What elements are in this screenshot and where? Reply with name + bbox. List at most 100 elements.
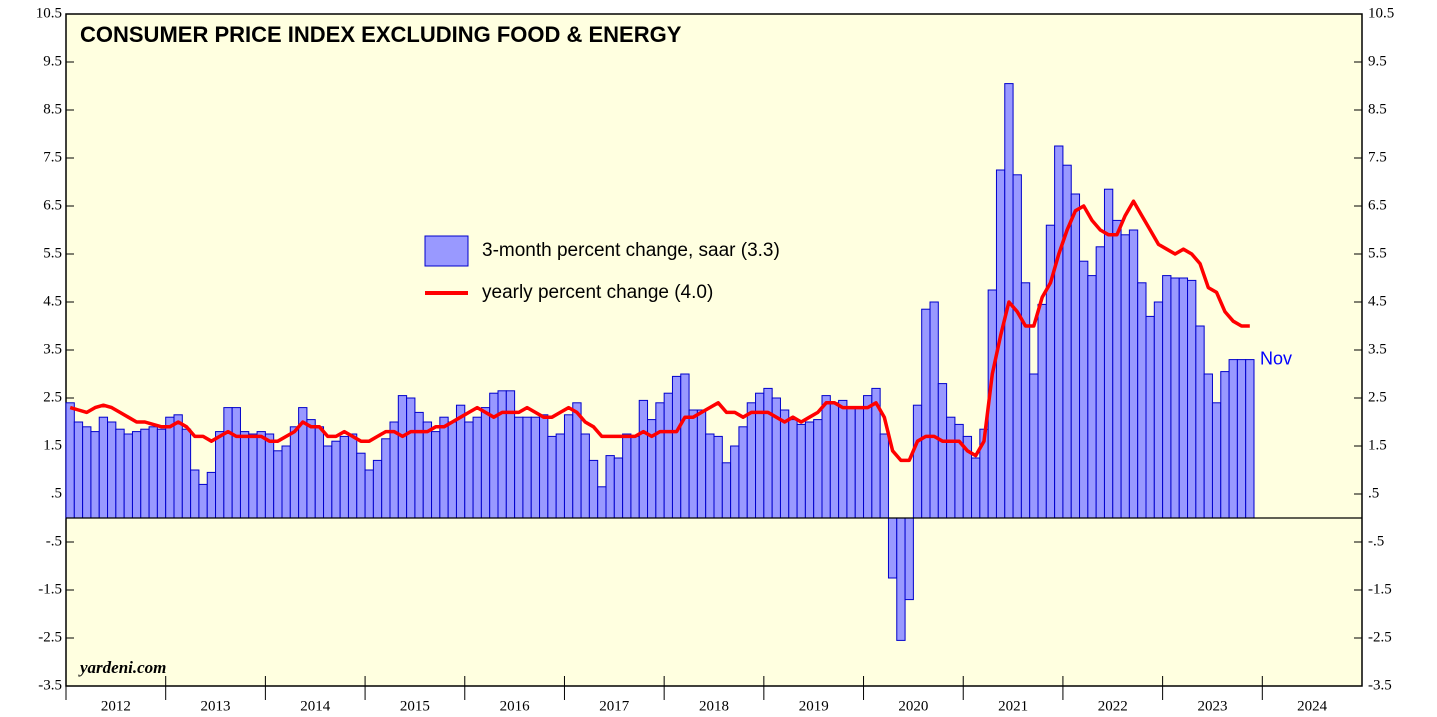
bar bbox=[746, 402, 757, 519]
y-tick-label: 9.5 bbox=[43, 53, 62, 69]
bar bbox=[339, 435, 349, 519]
bar bbox=[165, 416, 175, 519]
bar bbox=[572, 402, 582, 519]
y-tick-label: 4.5 bbox=[1368, 293, 1387, 309]
bar bbox=[1054, 145, 1064, 519]
bar bbox=[173, 414, 183, 519]
bar bbox=[397, 395, 408, 519]
bar bbox=[971, 457, 981, 519]
bar bbox=[231, 407, 241, 519]
bar bbox=[273, 450, 283, 519]
bar bbox=[788, 419, 798, 519]
bar bbox=[1162, 275, 1172, 519]
x-tick-label: 2023 bbox=[1197, 698, 1227, 714]
bar bbox=[1070, 193, 1081, 519]
bar bbox=[1037, 303, 1047, 519]
bar bbox=[198, 483, 208, 519]
bar bbox=[115, 428, 125, 519]
bar bbox=[480, 407, 491, 519]
y-tick-label: 3.5 bbox=[1368, 341, 1387, 357]
bar bbox=[372, 459, 383, 519]
bar bbox=[613, 457, 624, 519]
bar bbox=[522, 416, 532, 519]
bar bbox=[123, 433, 133, 519]
bar bbox=[239, 431, 250, 519]
y-tick-label: .5 bbox=[51, 485, 62, 501]
bar bbox=[555, 433, 565, 519]
bar bbox=[464, 421, 474, 519]
bar bbox=[256, 431, 266, 519]
y-tick-label: 8.5 bbox=[43, 101, 62, 117]
bar bbox=[1087, 275, 1097, 519]
bar bbox=[107, 421, 117, 519]
bar bbox=[1211, 402, 1222, 519]
y-tick-label: 7.5 bbox=[1368, 149, 1387, 165]
y-tick-label: 2.5 bbox=[43, 389, 62, 405]
bar bbox=[1203, 373, 1213, 519]
legend-swatch bbox=[424, 235, 469, 267]
y-tick-label: 1.5 bbox=[1368, 437, 1387, 453]
bar bbox=[514, 416, 524, 519]
bar bbox=[140, 428, 150, 519]
x-tick-label: 2013 bbox=[201, 698, 231, 714]
bar bbox=[588, 459, 599, 519]
line bbox=[69, 199, 1250, 463]
bar bbox=[929, 301, 939, 519]
bar bbox=[505, 390, 516, 519]
bar bbox=[713, 435, 723, 519]
bar bbox=[838, 399, 848, 519]
bar bbox=[414, 411, 424, 519]
bar bbox=[763, 387, 773, 519]
x-tick-label: 2016 bbox=[500, 698, 531, 714]
bar bbox=[1137, 282, 1147, 519]
bar bbox=[281, 445, 291, 519]
bar bbox=[705, 433, 715, 519]
bar bbox=[406, 397, 416, 519]
source: yardeni.com bbox=[78, 658, 166, 677]
bar bbox=[90, 431, 100, 519]
bar bbox=[131, 431, 142, 519]
bar bbox=[921, 308, 931, 519]
x-tick-label: 2017 bbox=[599, 698, 630, 714]
bar bbox=[1220, 371, 1230, 519]
bar bbox=[1112, 219, 1122, 519]
bar bbox=[347, 433, 358, 519]
bar bbox=[721, 462, 732, 519]
y-tick-label: 6.5 bbox=[43, 197, 62, 213]
bar bbox=[597, 486, 607, 519]
x-tick-label: 2024 bbox=[1297, 698, 1328, 714]
bar bbox=[1095, 246, 1105, 519]
y-tick-label: 9.5 bbox=[1368, 53, 1387, 69]
bar bbox=[314, 426, 325, 519]
y-tick-label: 10.5 bbox=[1368, 5, 1394, 21]
y-tick-label: 6.5 bbox=[1368, 197, 1387, 213]
bar bbox=[829, 402, 840, 519]
bar bbox=[364, 469, 374, 519]
y-tick-label: 5.5 bbox=[1368, 245, 1387, 261]
bar bbox=[904, 517, 914, 601]
bar bbox=[547, 435, 557, 519]
bar bbox=[215, 431, 225, 519]
bar bbox=[264, 433, 275, 519]
y-tick-label: -3.5 bbox=[1368, 677, 1392, 693]
bar bbox=[1128, 229, 1139, 519]
bar bbox=[206, 471, 217, 519]
x-tick-label: 2012 bbox=[101, 698, 131, 714]
bar bbox=[389, 421, 399, 519]
x-tick-label: 2015 bbox=[400, 698, 430, 714]
bar bbox=[946, 416, 956, 519]
y-tick-label: .5 bbox=[1368, 485, 1379, 501]
y-tick-label: 2.5 bbox=[1368, 389, 1387, 405]
chart-title: CONSUMER PRICE INDEX EXCLUDING FOOD & EN… bbox=[80, 22, 682, 47]
bar bbox=[422, 421, 433, 519]
bar bbox=[1228, 359, 1238, 519]
y-tick-label: 3.5 bbox=[43, 341, 62, 357]
y-tick-label: -2.5 bbox=[38, 629, 62, 645]
bar bbox=[896, 517, 906, 641]
bar bbox=[73, 421, 84, 519]
bar bbox=[431, 431, 441, 519]
bar bbox=[671, 375, 682, 519]
bar bbox=[680, 373, 690, 519]
annotation: Nov bbox=[1260, 348, 1292, 368]
